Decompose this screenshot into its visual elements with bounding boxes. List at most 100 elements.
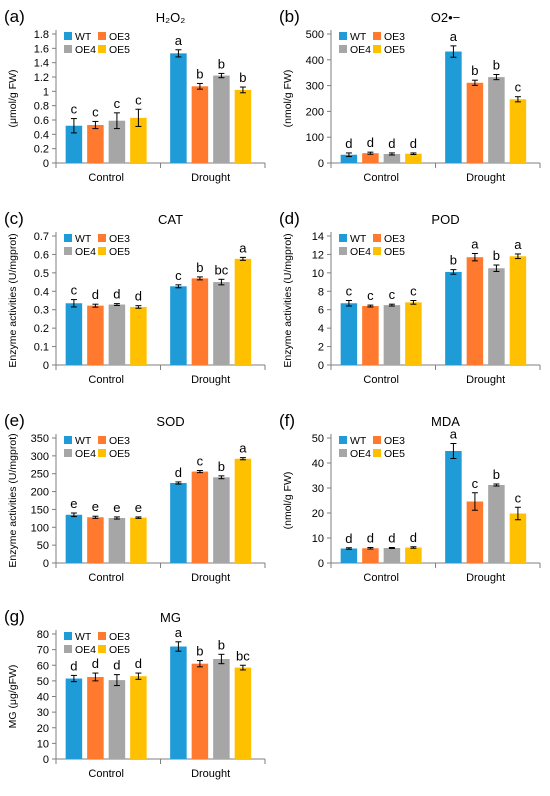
bar-oe4 (488, 268, 505, 365)
y-tick-label: 200 (306, 106, 324, 118)
y-tick-label: 4 (318, 323, 324, 335)
significance-letter: d (113, 287, 120, 302)
bar-oe5 (509, 256, 527, 365)
y-tick-label: 10 (312, 533, 324, 545)
legend-swatch-oe3 (98, 32, 106, 40)
bar-oe5 (130, 117, 147, 163)
significance-letter: c (135, 92, 142, 107)
y-tick-label: 10 (37, 738, 49, 750)
legend-swatch-oe5 (373, 247, 381, 255)
legend-label: OE5 (109, 644, 130, 656)
y-tick-label: 0.4 (34, 129, 49, 141)
significance-letter: b (218, 56, 225, 71)
legend-swatch-oe4 (64, 247, 72, 255)
significance-letter: a (175, 625, 183, 640)
panel-label: (c) (4, 209, 24, 228)
y-tick-label: 0 (43, 158, 49, 170)
y-tick-label: 1.4 (34, 58, 49, 70)
panel-label: (e) (4, 411, 25, 430)
x-category-label: Control (363, 172, 398, 184)
y-tick-label: 2 (318, 342, 324, 354)
y-tick-label: 0.2 (34, 323, 49, 335)
x-category-label: Drought (466, 374, 505, 386)
y-axis-label: (μmol/g FW) (7, 70, 19, 128)
significance-letter: b (239, 70, 246, 85)
y-tick-label: 0 (318, 558, 324, 570)
chart-title: MG (160, 610, 181, 625)
x-category-label: Drought (191, 768, 230, 780)
legend-swatch-oe4 (64, 645, 72, 653)
y-tick-label: 30 (312, 483, 324, 495)
y-tick-label: 100 (306, 132, 324, 144)
y-tick-label: 50 (37, 540, 49, 552)
bar-wt (65, 514, 83, 563)
y-tick-label: 8 (318, 286, 324, 298)
significance-letter: b (493, 248, 500, 263)
significance-letter: e (92, 499, 99, 514)
y-tick-label: 6 (318, 305, 324, 317)
chart-panel-b: (b) O2•− 0 100 200 300 400 500 (nmol/g FW) Contro… (279, 7, 541, 184)
legend-label: OE5 (384, 448, 405, 460)
bar-oe3 (362, 548, 379, 563)
legend-label: WT (75, 631, 92, 643)
bar-oe4 (488, 77, 505, 163)
y-tick-label: 20 (37, 723, 49, 735)
bar-oe4 (108, 120, 126, 163)
significance-letter: a (450, 427, 458, 442)
bar-oe4 (108, 518, 126, 563)
y-tick-label: 250 (31, 469, 49, 481)
bar-oe4 (108, 680, 126, 759)
y-tick-label: 0.6 (34, 115, 49, 127)
y-tick-label: 0.7 (34, 231, 49, 243)
significance-letter: c (515, 80, 522, 95)
bar-oe3 (191, 278, 209, 365)
bar-oe4 (383, 548, 401, 563)
legend-swatch-oe3 (98, 436, 106, 444)
bar-oe3 (191, 663, 209, 759)
bar-oe3 (87, 676, 104, 759)
legend-swatch-wt (64, 632, 72, 640)
chart-title: POD (431, 212, 459, 227)
legend-label: OE5 (384, 246, 405, 258)
significance-letter: c (472, 476, 479, 491)
x-category-label: Drought (466, 172, 505, 184)
significance-letter: b (218, 637, 225, 652)
significance-letter: d (175, 465, 182, 480)
bar-oe3 (191, 471, 209, 563)
bar-oe5 (509, 513, 527, 563)
significance-letter: d (92, 287, 99, 302)
legend-swatch-oe3 (373, 32, 381, 40)
legend-swatch-oe4 (339, 45, 347, 53)
bar-oe4 (488, 485, 505, 563)
bar-oe5 (405, 302, 422, 365)
bar-wt (65, 303, 83, 365)
bar-oe4 (213, 282, 230, 365)
legend-swatch-wt (339, 436, 347, 444)
legend-swatch-oe5 (98, 449, 106, 457)
y-tick-label: 0.8 (34, 101, 49, 113)
legend-label: WT (350, 31, 367, 43)
significance-letter: e (70, 496, 77, 511)
significance-letter: b (450, 253, 457, 268)
chart-panel-d: (d) POD 0 2 4 6 8 10 12 14 Enzyme activities (U/mg… (279, 209, 541, 386)
y-tick-label: 500 (306, 29, 324, 41)
chart-panel-c: (c) CAT 0 0.1 0.2 0.3 0.4 0.5 0.6 0.7 Enzyme activ… (4, 209, 266, 386)
significance-letter: c (175, 268, 182, 283)
bar-oe5 (130, 676, 147, 759)
chart-title: CAT (158, 212, 183, 227)
legend-swatch-wt (64, 436, 72, 444)
y-axis-label: Enzyme activities (U/mgprot) (7, 433, 19, 567)
legend-swatch-wt (339, 32, 347, 40)
bar-oe4 (108, 304, 126, 365)
y-tick-label: 1.2 (34, 72, 49, 84)
bar-wt (170, 53, 187, 163)
y-tick-label: 1.6 (34, 43, 49, 55)
significance-letter: d (113, 658, 120, 673)
significance-letter: d (345, 136, 352, 151)
significance-letter: c (197, 454, 204, 469)
legend-swatch-oe4 (64, 45, 72, 53)
significance-letter: d (345, 531, 352, 546)
y-tick-label: 0.3 (34, 305, 49, 317)
y-axis-label: Enzyme activities (U/mgprot) (7, 233, 19, 367)
